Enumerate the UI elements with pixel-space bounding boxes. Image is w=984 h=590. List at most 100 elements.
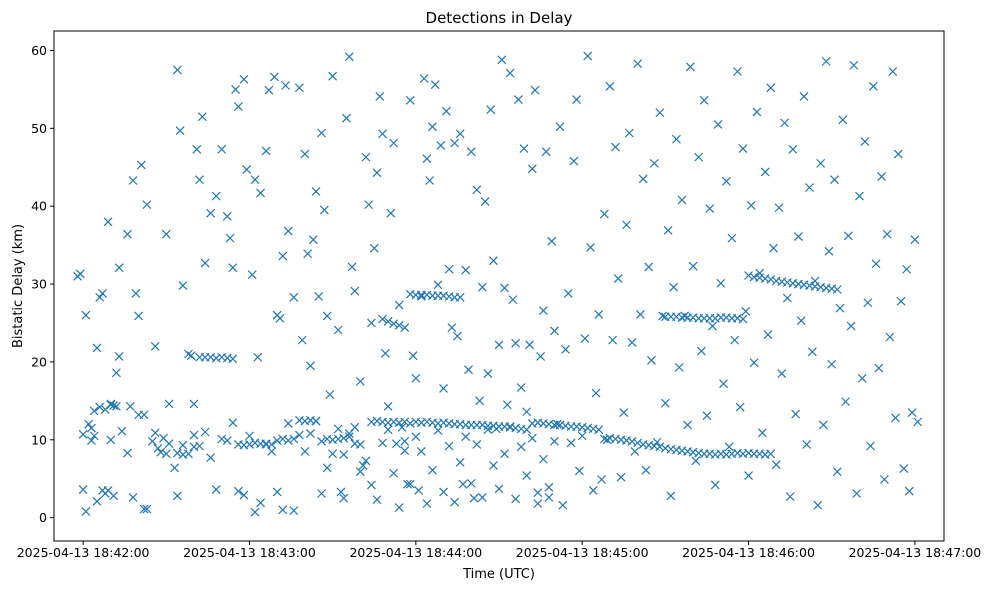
data-point (500, 283, 509, 293)
data-point (87, 423, 96, 433)
data-point (660, 398, 670, 408)
data-point (189, 430, 199, 440)
data-point (538, 454, 548, 464)
data-point (882, 229, 892, 239)
data-point (852, 489, 862, 498)
data-point (738, 314, 748, 324)
data-point (716, 278, 726, 288)
data-point (497, 55, 507, 65)
data-point (294, 83, 304, 93)
data-point (486, 105, 496, 115)
data-point (721, 176, 731, 186)
data-point (117, 426, 127, 436)
data-point (583, 51, 593, 61)
data-point (727, 233, 737, 243)
y-tick-label: 20 (31, 354, 47, 369)
data-point (136, 160, 146, 170)
data-point (522, 407, 532, 417)
data-point (322, 311, 332, 321)
data-point (586, 243, 595, 252)
data-point (319, 205, 329, 215)
data-point (500, 449, 509, 459)
data-point (400, 446, 410, 456)
data-point (92, 343, 102, 353)
data-point (763, 330, 773, 340)
data-point (111, 368, 121, 378)
data-point (580, 334, 590, 343)
data-point (317, 489, 326, 498)
data-point (633, 59, 643, 69)
data-point (278, 505, 288, 515)
data-point (791, 409, 801, 419)
data-point (777, 369, 787, 379)
data-point (705, 204, 715, 213)
data-point (733, 67, 742, 76)
data-point (197, 112, 207, 122)
data-point (278, 251, 288, 261)
data-point (336, 487, 346, 497)
data-point (123, 448, 132, 458)
data-point (269, 72, 279, 82)
data-point (139, 410, 149, 420)
data-point (644, 262, 654, 272)
data-point (538, 306, 548, 315)
data-point (361, 152, 371, 162)
data-point (95, 402, 105, 412)
data-point (849, 60, 859, 70)
data-point (222, 211, 232, 221)
data-point (289, 506, 299, 516)
data-point (613, 274, 623, 284)
data-point (397, 422, 407, 432)
data-point (405, 419, 415, 428)
data-point (455, 292, 465, 302)
data-point (222, 436, 232, 445)
data-point (511, 494, 521, 504)
data-point (256, 188, 265, 198)
data-point (439, 487, 448, 497)
data-point (602, 435, 612, 445)
x-tick-label: 2025-04-13 18:47:00 (849, 545, 982, 560)
data-point (458, 479, 468, 489)
data-point (405, 479, 415, 489)
data-point (577, 431, 587, 441)
data-point (896, 296, 906, 306)
data-point (480, 197, 490, 206)
x-tick-label: 2025-04-13 18:45:00 (516, 545, 649, 560)
data-point (186, 351, 196, 361)
data-point (383, 317, 393, 326)
data-point (350, 422, 360, 432)
data-point (245, 431, 254, 441)
data-point (794, 232, 803, 241)
data-point (552, 419, 562, 429)
data-point (394, 300, 404, 310)
x-tick-label: 2025-04-13 18:44:00 (349, 545, 482, 560)
data-point (206, 453, 216, 463)
data-point (333, 325, 343, 335)
data-point (802, 440, 812, 449)
data-point (267, 447, 277, 456)
data-point (655, 442, 665, 452)
data-point (910, 235, 920, 245)
data-point (838, 115, 848, 125)
data-point (824, 246, 834, 256)
data-point (361, 456, 371, 466)
data-point (591, 388, 601, 398)
data-point (450, 138, 460, 148)
data-point (192, 144, 202, 154)
data-point (483, 425, 493, 435)
data-point (841, 397, 850, 407)
data-point (391, 439, 401, 449)
data-point (378, 438, 387, 448)
data-point (383, 425, 393, 435)
data-point (455, 457, 465, 467)
data-point (489, 461, 498, 470)
data-point (611, 142, 620, 152)
data-point (547, 236, 557, 246)
data-point (322, 463, 332, 473)
data-point (494, 340, 504, 350)
y-tick-label: 60 (31, 43, 47, 58)
data-point (563, 288, 573, 298)
data-point (893, 149, 903, 159)
data-point (217, 144, 227, 154)
data-point (416, 292, 426, 301)
